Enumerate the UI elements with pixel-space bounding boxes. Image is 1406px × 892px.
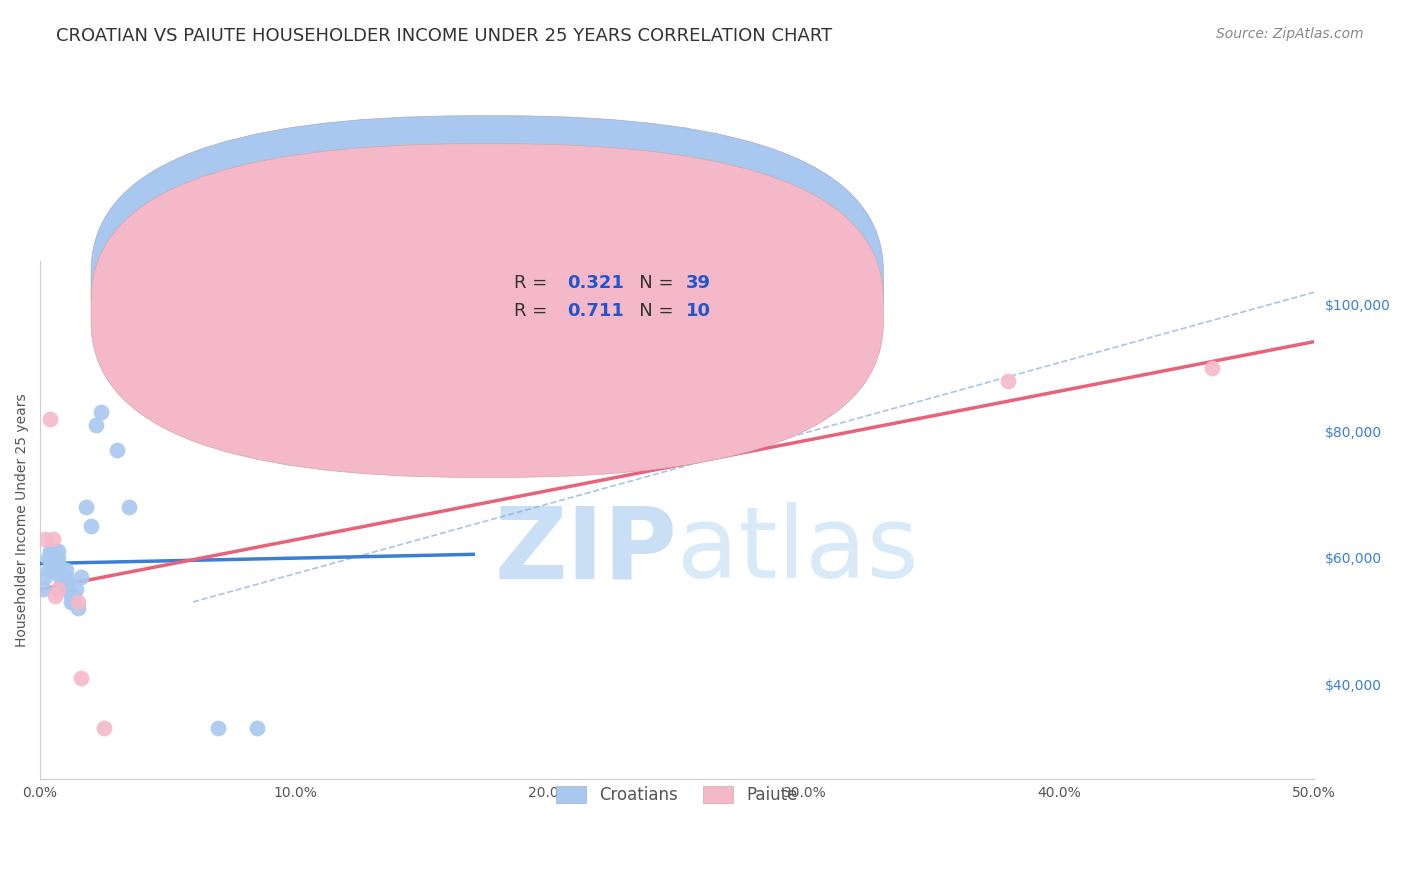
Point bbox=[118, 500, 141, 515]
Text: CROATIAN VS PAIUTE HOUSEHOLDER INCOME UNDER 25 YEARS CORRELATION CHART: CROATIAN VS PAIUTE HOUSEHOLDER INCOME UN… bbox=[56, 27, 832, 45]
Point bbox=[70, 671, 93, 685]
Point bbox=[37, 550, 59, 565]
Point bbox=[70, 570, 93, 584]
Point bbox=[52, 570, 75, 584]
Point bbox=[84, 417, 107, 432]
Point bbox=[42, 544, 65, 558]
Text: 0.321: 0.321 bbox=[568, 274, 624, 292]
Point bbox=[55, 570, 77, 584]
Point bbox=[56, 576, 79, 591]
FancyBboxPatch shape bbox=[91, 144, 883, 477]
Point bbox=[46, 544, 69, 558]
Point bbox=[42, 557, 65, 571]
Text: N =: N = bbox=[623, 301, 679, 319]
Point bbox=[1201, 361, 1223, 376]
Point bbox=[55, 563, 77, 577]
Point bbox=[37, 563, 59, 577]
Point bbox=[90, 405, 112, 419]
Point bbox=[46, 550, 69, 565]
Point bbox=[49, 570, 72, 584]
Text: ZIP: ZIP bbox=[494, 502, 678, 599]
Text: N =: N = bbox=[623, 274, 679, 292]
Text: 10: 10 bbox=[686, 301, 711, 319]
Point bbox=[44, 544, 66, 558]
Point bbox=[75, 500, 97, 515]
Point bbox=[42, 550, 65, 565]
Text: Source: ZipAtlas.com: Source: ZipAtlas.com bbox=[1216, 27, 1364, 41]
Point bbox=[80, 519, 103, 533]
FancyBboxPatch shape bbox=[91, 116, 883, 450]
Point bbox=[46, 582, 69, 597]
Point bbox=[67, 595, 90, 609]
Point bbox=[246, 722, 269, 736]
Point bbox=[34, 570, 56, 584]
Text: R =: R = bbox=[515, 301, 553, 319]
Point bbox=[207, 722, 229, 736]
Point bbox=[56, 582, 79, 597]
Point bbox=[46, 557, 69, 571]
Point bbox=[44, 589, 66, 603]
Point bbox=[385, 431, 408, 445]
Point bbox=[39, 544, 62, 558]
Text: 39: 39 bbox=[686, 274, 711, 292]
Point bbox=[65, 582, 87, 597]
Point bbox=[997, 374, 1019, 388]
Legend: Croatians, Paiute: Croatians, Paiute bbox=[543, 772, 811, 817]
Point bbox=[93, 722, 115, 736]
Point bbox=[42, 532, 65, 546]
Point bbox=[105, 443, 128, 458]
Point bbox=[59, 589, 82, 603]
Point bbox=[59, 595, 82, 609]
Point bbox=[62, 589, 84, 603]
Point bbox=[31, 582, 53, 597]
Point bbox=[44, 550, 66, 565]
Point bbox=[34, 532, 56, 546]
Text: atlas: atlas bbox=[678, 502, 918, 599]
Point bbox=[52, 576, 75, 591]
Point bbox=[67, 601, 90, 615]
Point bbox=[49, 563, 72, 577]
FancyBboxPatch shape bbox=[447, 263, 759, 328]
Point bbox=[39, 411, 62, 425]
Point bbox=[62, 595, 84, 609]
Y-axis label: Householder Income Under 25 years: Householder Income Under 25 years bbox=[15, 393, 30, 647]
Text: R =: R = bbox=[515, 274, 553, 292]
Point bbox=[44, 557, 66, 571]
Text: 0.711: 0.711 bbox=[568, 301, 624, 319]
Point bbox=[39, 550, 62, 565]
